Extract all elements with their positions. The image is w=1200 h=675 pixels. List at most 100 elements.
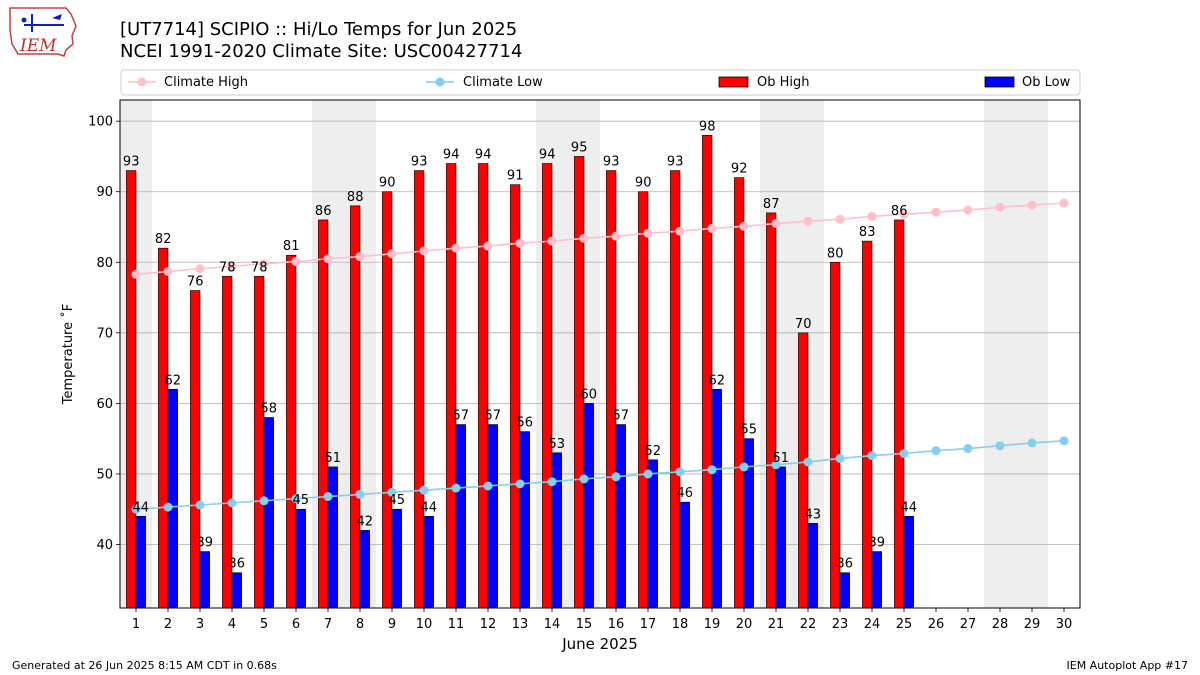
ob-high-bar-day-8 (350, 205, 361, 608)
climate-high-point-day-6 (291, 257, 301, 267)
legend-ob-high-label: Ob High (757, 75, 810, 90)
logo-text: IEM (19, 36, 57, 56)
climate-high-point-day-5 (259, 259, 269, 269)
climate-high-point-day-11 (451, 243, 461, 253)
climate-high-point-day-7 (323, 254, 333, 264)
footer-generated-text: Generated at 26 Jun 2025 8:15 AM CDT in … (12, 659, 277, 672)
ob-high-label-day-18: 93 (667, 155, 684, 170)
climate-low-point-day-27 (963, 444, 973, 454)
chart-subtitle: NCEI 1991-2020 Climate Site: USC00427714 (120, 41, 522, 62)
climate-low-point-day-11 (451, 483, 461, 493)
climate-low-point-day-7 (323, 492, 333, 502)
climate-high-point-day-18 (675, 226, 685, 236)
plot-frame (119, 99, 1081, 609)
ob-high-bar-day-9 (382, 191, 393, 608)
weather-station-sensor (21, 17, 27, 23)
ob-high-bar-day-16 (606, 170, 617, 608)
ob-low-label-day-10: 44 (421, 500, 438, 515)
climate-low-point-day-24 (867, 451, 877, 461)
y-tick-label-80: 80 (96, 256, 113, 271)
climate-low-point-day-2 (163, 502, 173, 512)
climate-high-point-day-17 (643, 228, 653, 238)
climate-high-point-day-21 (771, 218, 781, 228)
climate-high-point-day-20 (739, 221, 749, 231)
climate-high-point-day-12 (483, 241, 493, 251)
climate-low-point-day-3 (195, 500, 205, 510)
weather-station-mast (31, 14, 33, 32)
climate-high-point-day-23 (835, 214, 845, 224)
climate-high-line (135, 202, 1065, 276)
x-axis-label: June 2025 (561, 635, 638, 653)
ob-low-bar-day-17 (647, 459, 658, 608)
x-tick-label-11: 11 (448, 617, 465, 632)
ob-low-label-day-24: 39 (869, 536, 886, 551)
climate-low-point-day-28 (995, 441, 1005, 451)
legend-ob-high-swatch (718, 76, 749, 88)
ob-low-label-day-7: 51 (325, 451, 342, 466)
ob-high-bar-day-21 (766, 212, 777, 608)
x-tick-label-3: 3 (196, 617, 204, 632)
climate-low-point-day-25 (899, 448, 909, 458)
ob-low-label-day-17: 52 (645, 444, 662, 459)
ob-low-label-day-11: 57 (453, 409, 470, 424)
ob-high-bar-day-6 (286, 254, 297, 608)
ob-low-bar-day-2 (167, 388, 178, 608)
climate-high-point-day-24 (867, 211, 877, 221)
ob-low-label-day-12: 57 (485, 409, 502, 424)
climate-low-point-day-13 (515, 479, 525, 489)
x-tick-label-16: 16 (608, 617, 625, 632)
ob-low-bar-day-20 (743, 438, 754, 608)
climate-low-line (135, 439, 1065, 511)
weekend-shade-day-28 (984, 100, 1016, 608)
ob-low-label-day-19: 62 (709, 373, 726, 388)
ob-high-label-day-17: 90 (635, 176, 652, 191)
ob-low-bar-day-7 (327, 466, 338, 608)
climate-low-point-day-22 (803, 457, 813, 467)
ob-low-label-day-4: 36 (229, 557, 246, 572)
ob-high-bar-day-15 (574, 156, 585, 608)
ob-low-bar-day-21 (775, 466, 786, 608)
climate-low-point-day-8 (355, 489, 365, 499)
climate-high-point-day-14 (547, 236, 557, 246)
ob-low-label-day-2: 62 (165, 373, 182, 388)
legend-climate-low-label: Climate Low (463, 75, 543, 90)
ob-high-label-day-22: 70 (795, 317, 812, 332)
ob-high-bar-day-4 (222, 276, 233, 608)
climate-high-point-day-27 (963, 205, 973, 215)
ob-low-bar-day-5 (263, 417, 274, 608)
ob-high-bar-day-13 (510, 184, 521, 608)
ob-high-label-day-13: 91 (507, 169, 524, 184)
climate-low-point-day-18 (675, 467, 685, 477)
ob-low-label-day-23: 36 (837, 557, 854, 572)
x-tick-label-14: 14 (544, 617, 561, 632)
climate-low-point-day-23 (835, 453, 845, 463)
ob-low-bar-day-12 (487, 424, 498, 608)
ob-high-bar-day-1 (126, 170, 137, 608)
ob-low-bar-day-3 (199, 551, 210, 608)
climate-low-point-day-30 (1059, 436, 1069, 446)
ob-high-label-day-24: 83 (859, 225, 876, 240)
x-tick-label-28: 28 (992, 617, 1009, 632)
ob-low-label-day-15: 60 (581, 387, 598, 402)
climate-high-point-day-29 (1027, 200, 1037, 210)
climate-high-point-day-28 (995, 202, 1005, 212)
ob-low-bar-day-24 (871, 551, 882, 608)
ob-low-label-day-14: 53 (549, 437, 566, 452)
x-tick-label-1: 1 (132, 617, 140, 632)
x-tick-label-23: 23 (832, 617, 849, 632)
ob-high-bar-day-5 (254, 276, 265, 608)
ob-low-label-day-20: 55 (741, 423, 758, 438)
x-tick-label-24: 24 (864, 617, 881, 632)
ob-low-bar-day-18 (679, 501, 690, 608)
ob-high-bar-day-3 (190, 290, 201, 608)
climate-high-point-day-26 (931, 207, 941, 217)
ob-low-bar-day-10 (423, 515, 434, 608)
x-tick-label-12: 12 (480, 617, 497, 632)
legend-climate-low-marker (435, 77, 445, 87)
x-tick-label-18: 18 (672, 617, 689, 632)
ob-low-bar-day-11 (455, 424, 466, 608)
bars-group (126, 134, 914, 608)
climate-high-point-day-4 (227, 262, 237, 272)
ob-low-bar-day-14 (551, 452, 562, 608)
climate-low-point-day-4 (227, 498, 237, 508)
